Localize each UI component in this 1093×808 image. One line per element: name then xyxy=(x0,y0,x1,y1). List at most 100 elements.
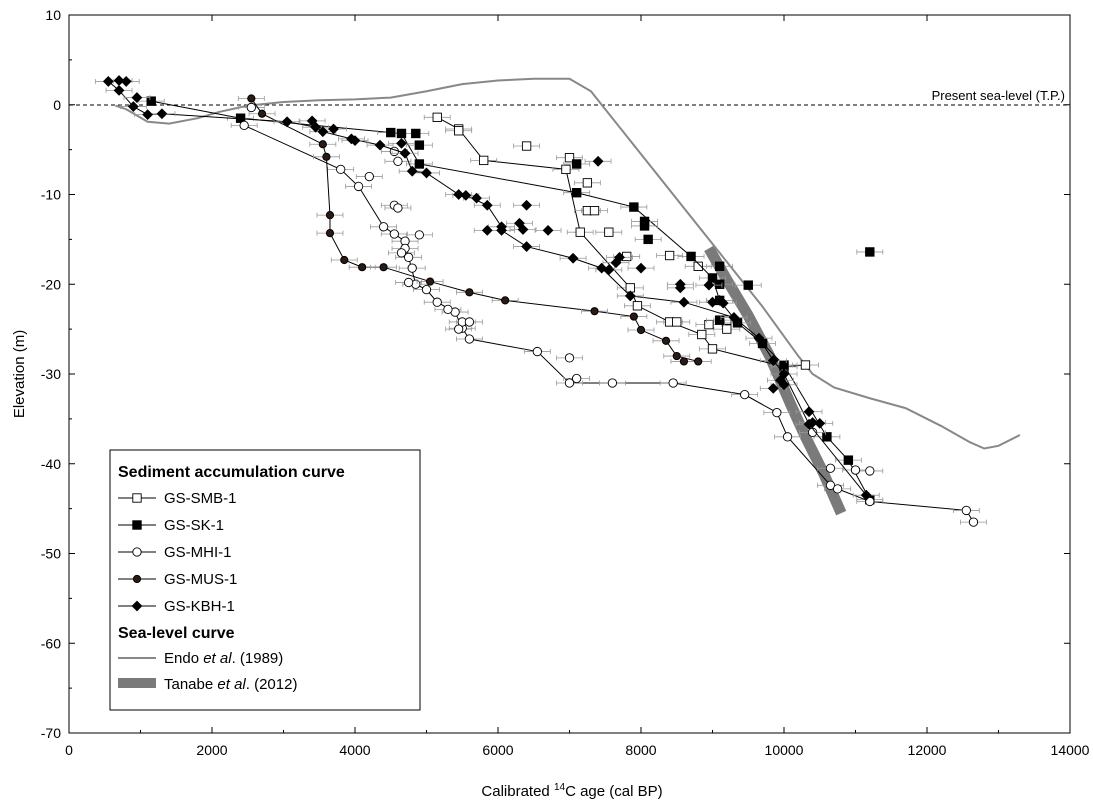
data-point-gs-mus-1 xyxy=(325,211,335,220)
data-point-gs-sk-1 xyxy=(639,216,650,227)
data-point-gs-mhi-1 xyxy=(865,466,875,476)
data-point-gs-mhi-1 xyxy=(378,222,389,232)
data-point-gs-smb-1 xyxy=(479,155,489,166)
data-point-gs-smb-1 xyxy=(521,141,532,151)
data-point-gs-kbh-1 xyxy=(603,264,615,276)
y-tick-label: -30 xyxy=(41,366,61,382)
data-point-gs-kbh-1 xyxy=(113,84,125,96)
data-point-gs-smb-1 xyxy=(454,126,464,136)
data-point-gs-kbh-1 xyxy=(728,312,740,323)
legend-series-entries: GS-SMB-1 GS-SK-1 GS-MHI-1 GS-MUS-1 GS-KBH-1 xyxy=(118,490,237,615)
data-point-gs-kbh-1 xyxy=(674,278,686,290)
data-point-gs-mhi-1 xyxy=(364,171,374,182)
data-point-gs-mhi-1 xyxy=(393,156,403,166)
legend-box xyxy=(109,449,421,711)
data-point-gs-kbh-1 xyxy=(807,417,818,428)
legend-heading-sea: Sea-level curve xyxy=(118,625,235,642)
data-point-gs-mhi-1 xyxy=(239,120,249,131)
data-point-gs-mhi-1 xyxy=(336,164,346,175)
data-point-gs-kbh-1 xyxy=(349,135,361,147)
data-point-gs-kbh-1 xyxy=(521,241,532,252)
data-point-gs-mus-1 xyxy=(501,296,510,305)
data-point-gs-sk-1 xyxy=(865,247,875,257)
legend-label-gs-kbh-1: GS-KBH-1 xyxy=(164,598,235,615)
data-point-gs-mhi-1 xyxy=(396,248,407,258)
x-tick-labels: 0 2000 4000 6000 8000 10000 12000 14000 xyxy=(65,742,1090,758)
data-point-gs-kbh-1 xyxy=(521,199,532,211)
data-point-gs-smb-1 xyxy=(664,250,675,261)
data-point-gs-mhi-1 xyxy=(432,297,442,307)
data-point-gs-kbh-1 xyxy=(453,189,465,200)
legend-tanabe-label: Tanabe et al. (2012) xyxy=(164,676,297,693)
data-point-gs-sk-1 xyxy=(714,261,725,272)
data-point-gs-mhi-1 xyxy=(572,373,582,384)
data-point-gs-smb-1 xyxy=(693,261,703,271)
legend-heading-sediment: Sediment accumulation curve xyxy=(118,464,345,481)
data-point-gs-smb-1 xyxy=(707,344,718,354)
legend-label-gs-smb-1: GS-SMB-1 xyxy=(164,490,237,507)
data-point-gs-kbh-1 xyxy=(306,115,318,127)
data-point-gs-kbh-1 xyxy=(703,279,715,291)
data-point-gs-sk-1 xyxy=(643,234,653,245)
data-point-gs-mus-1 xyxy=(257,109,267,118)
data-point-gs-sk-1 xyxy=(411,128,421,139)
data-point-gs-kbh-1 xyxy=(542,225,554,236)
data-point-gs-mhi-1 xyxy=(740,389,750,400)
data-point-gs-kbh-1 xyxy=(814,417,826,429)
x-tick-label: 14000 xyxy=(1051,742,1090,758)
data-point-gs-sk-1 xyxy=(707,273,718,283)
data-point-gs-kbh-1 xyxy=(460,189,472,201)
data-point-gs-sk-1 xyxy=(414,140,425,150)
y-tick-label: -60 xyxy=(41,635,61,651)
legend-marker-gs-kbh-1 xyxy=(131,600,143,612)
data-point-gs-mus-1 xyxy=(636,325,646,335)
data-point-gs-kbh-1 xyxy=(421,167,432,179)
data-point-gs-kbh-1 xyxy=(707,296,718,308)
data-point-gs-mus-1 xyxy=(247,94,256,103)
data-point-gs-kbh-1 xyxy=(102,76,114,87)
data-point-gs-sk-1 xyxy=(386,127,396,138)
y-tick-label: -70 xyxy=(41,725,61,741)
data-point-gs-mhi-1 xyxy=(564,353,575,363)
data-point-gs-smb-1 xyxy=(561,164,571,175)
data-point-gs-kbh-1 xyxy=(142,109,154,121)
data-point-gs-kbh-1 xyxy=(496,225,507,236)
data-point-gs-mhi-1 xyxy=(443,304,453,315)
x-tick-label: 10000 xyxy=(765,742,804,758)
data-point-gs-sk-1 xyxy=(146,96,156,106)
data-point-gs-mhi-1 xyxy=(782,432,793,442)
data-point-gs-kbh-1 xyxy=(778,368,790,380)
data-point-gs-smb-1 xyxy=(672,317,682,327)
series-gs-mus-1 xyxy=(237,94,712,366)
data-point-gs-sk-1 xyxy=(714,279,725,289)
data-point-gs-mhi-1 xyxy=(850,465,861,475)
data-point-gs-mhi-1 xyxy=(825,463,836,473)
legend-marker-gs-sk-1 xyxy=(132,520,142,530)
data-point-gs-kbh-1 xyxy=(767,355,779,366)
data-point-gs-sk-1 xyxy=(714,315,725,325)
data-point-gs-kbh-1 xyxy=(374,139,386,151)
legend-marker-gs-mhi-1 xyxy=(132,547,142,557)
data-point-gs-smb-1 xyxy=(604,227,614,237)
data-point-gs-smb-1 xyxy=(589,206,600,216)
data-point-gs-sk-1 xyxy=(822,432,832,442)
legend-label-gs-mus-1: GS-MUS-1 xyxy=(164,571,237,588)
series-gs-mhi-1 xyxy=(230,102,987,527)
sediment-series xyxy=(94,75,987,527)
data-point-gs-kbh-1 xyxy=(396,137,407,149)
data-point-gs-sk-1 xyxy=(571,188,582,198)
data-point-gs-mhi-1 xyxy=(865,496,875,507)
y-tick-label: 10 xyxy=(45,7,61,23)
data-point-gs-mus-1 xyxy=(672,351,681,361)
x-tick-label: 0 xyxy=(65,742,73,758)
x-tick-label: 2000 xyxy=(196,742,227,758)
data-point-gs-mhi-1 xyxy=(246,102,256,113)
data-point-gs-sk-1 xyxy=(571,159,582,169)
data-point-gs-kbh-1 xyxy=(624,290,636,302)
series-gs-kbh-1 xyxy=(94,75,880,501)
series-line-gs-sk-1 xyxy=(151,100,871,500)
data-point-gs-sk-1 xyxy=(779,360,789,370)
data-point-gs-kbh-1 xyxy=(753,332,765,344)
data-point-gs-kbh-1 xyxy=(281,116,293,128)
